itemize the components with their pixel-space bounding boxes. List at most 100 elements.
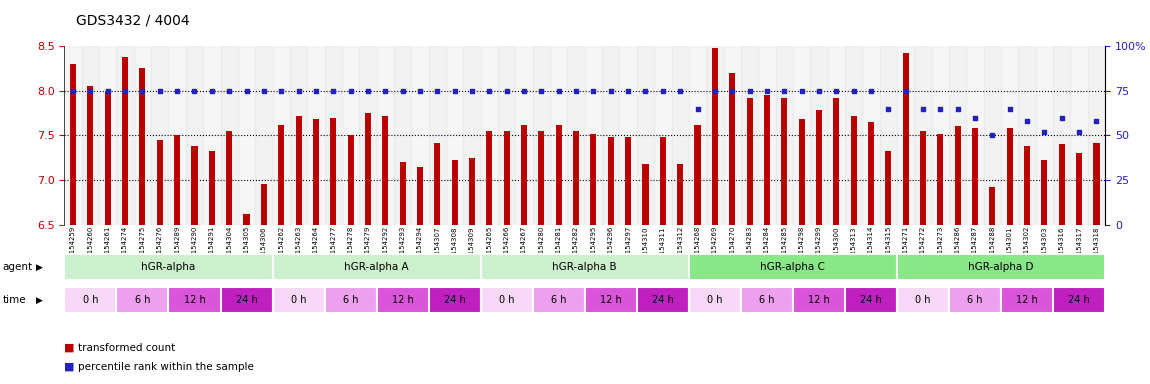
Bar (521, 125, 527, 225)
Point (619, 88, 637, 94)
Bar (452, 161, 458, 225)
Bar (573, 131, 580, 225)
Text: hGR-alpha A: hGR-alpha A (344, 262, 409, 272)
Bar (1094, 142, 1099, 225)
Bar (746, 98, 752, 225)
Bar (845, 46, 862, 225)
Bar (122, 57, 128, 225)
Bar (584, 46, 603, 225)
Bar (851, 116, 857, 225)
Text: GDS3432 / 4004: GDS3432 / 4004 (76, 13, 190, 27)
Bar (792, 46, 811, 225)
Point (220, 88, 238, 94)
Point (168, 88, 186, 94)
Text: transformed count: transformed count (78, 343, 176, 353)
Bar (695, 125, 700, 225)
Bar (296, 116, 301, 225)
Bar (186, 46, 204, 225)
Bar (174, 136, 181, 225)
Point (897, 88, 915, 94)
Bar (435, 142, 440, 225)
Bar (741, 46, 758, 225)
Text: ▶: ▶ (36, 263, 43, 272)
Bar (255, 46, 273, 225)
Bar (498, 46, 515, 225)
Point (1018, 118, 1036, 124)
Point (462, 88, 481, 94)
Bar (481, 46, 498, 225)
Text: agent: agent (2, 262, 32, 272)
Point (82, 88, 100, 94)
Text: 6 h: 6 h (759, 295, 775, 305)
Text: hGR-alpha B: hGR-alpha B (552, 262, 618, 272)
Bar (880, 46, 897, 225)
Bar (324, 46, 342, 225)
Point (393, 88, 412, 94)
Point (584, 88, 603, 94)
Bar (920, 131, 926, 225)
Point (861, 88, 880, 94)
Bar (307, 46, 324, 225)
Text: 0 h: 0 h (707, 295, 722, 305)
Point (1087, 118, 1105, 124)
Bar (1059, 144, 1065, 225)
Point (359, 88, 377, 94)
Text: 0 h: 0 h (915, 295, 930, 305)
Text: 6 h: 6 h (135, 295, 151, 305)
Point (601, 88, 620, 94)
Text: ■: ■ (64, 362, 75, 372)
Bar (209, 151, 215, 225)
Point (99, 88, 117, 94)
Text: 12 h: 12 h (392, 295, 414, 305)
Point (567, 88, 585, 94)
Bar (862, 46, 880, 225)
Bar (775, 46, 792, 225)
Bar (365, 113, 371, 225)
Text: 24 h: 24 h (236, 295, 258, 305)
Point (706, 88, 724, 94)
Bar (105, 91, 110, 225)
Bar (204, 46, 221, 225)
Bar (532, 46, 550, 225)
Bar (1000, 46, 1019, 225)
Point (792, 88, 811, 94)
Bar (1088, 46, 1105, 225)
Bar (723, 46, 741, 225)
Bar (914, 46, 932, 225)
Point (342, 88, 360, 94)
Bar (954, 126, 960, 225)
Point (254, 88, 273, 94)
Bar (64, 46, 82, 225)
Bar (1076, 153, 1082, 225)
Bar (377, 46, 394, 225)
Bar (290, 46, 307, 225)
Bar (313, 119, 319, 225)
Bar (972, 128, 979, 225)
Point (653, 88, 672, 94)
Bar (191, 146, 198, 225)
Bar (603, 46, 620, 225)
Bar (550, 46, 567, 225)
Bar (394, 46, 412, 225)
Point (411, 88, 429, 94)
Bar (133, 46, 151, 225)
Bar (469, 158, 475, 225)
Bar (811, 46, 828, 225)
Bar (99, 46, 116, 225)
Bar (989, 187, 996, 225)
Point (983, 132, 1002, 138)
Bar (1071, 46, 1088, 225)
Bar (815, 110, 822, 225)
Text: 6 h: 6 h (343, 295, 359, 305)
Bar (1042, 161, 1048, 225)
Point (723, 88, 742, 94)
Point (689, 106, 707, 112)
Bar (244, 214, 250, 225)
Point (879, 106, 897, 112)
Point (810, 88, 828, 94)
Bar (238, 46, 255, 225)
Point (966, 114, 984, 121)
Bar (729, 73, 735, 225)
Bar (620, 46, 637, 225)
Bar (897, 46, 914, 225)
